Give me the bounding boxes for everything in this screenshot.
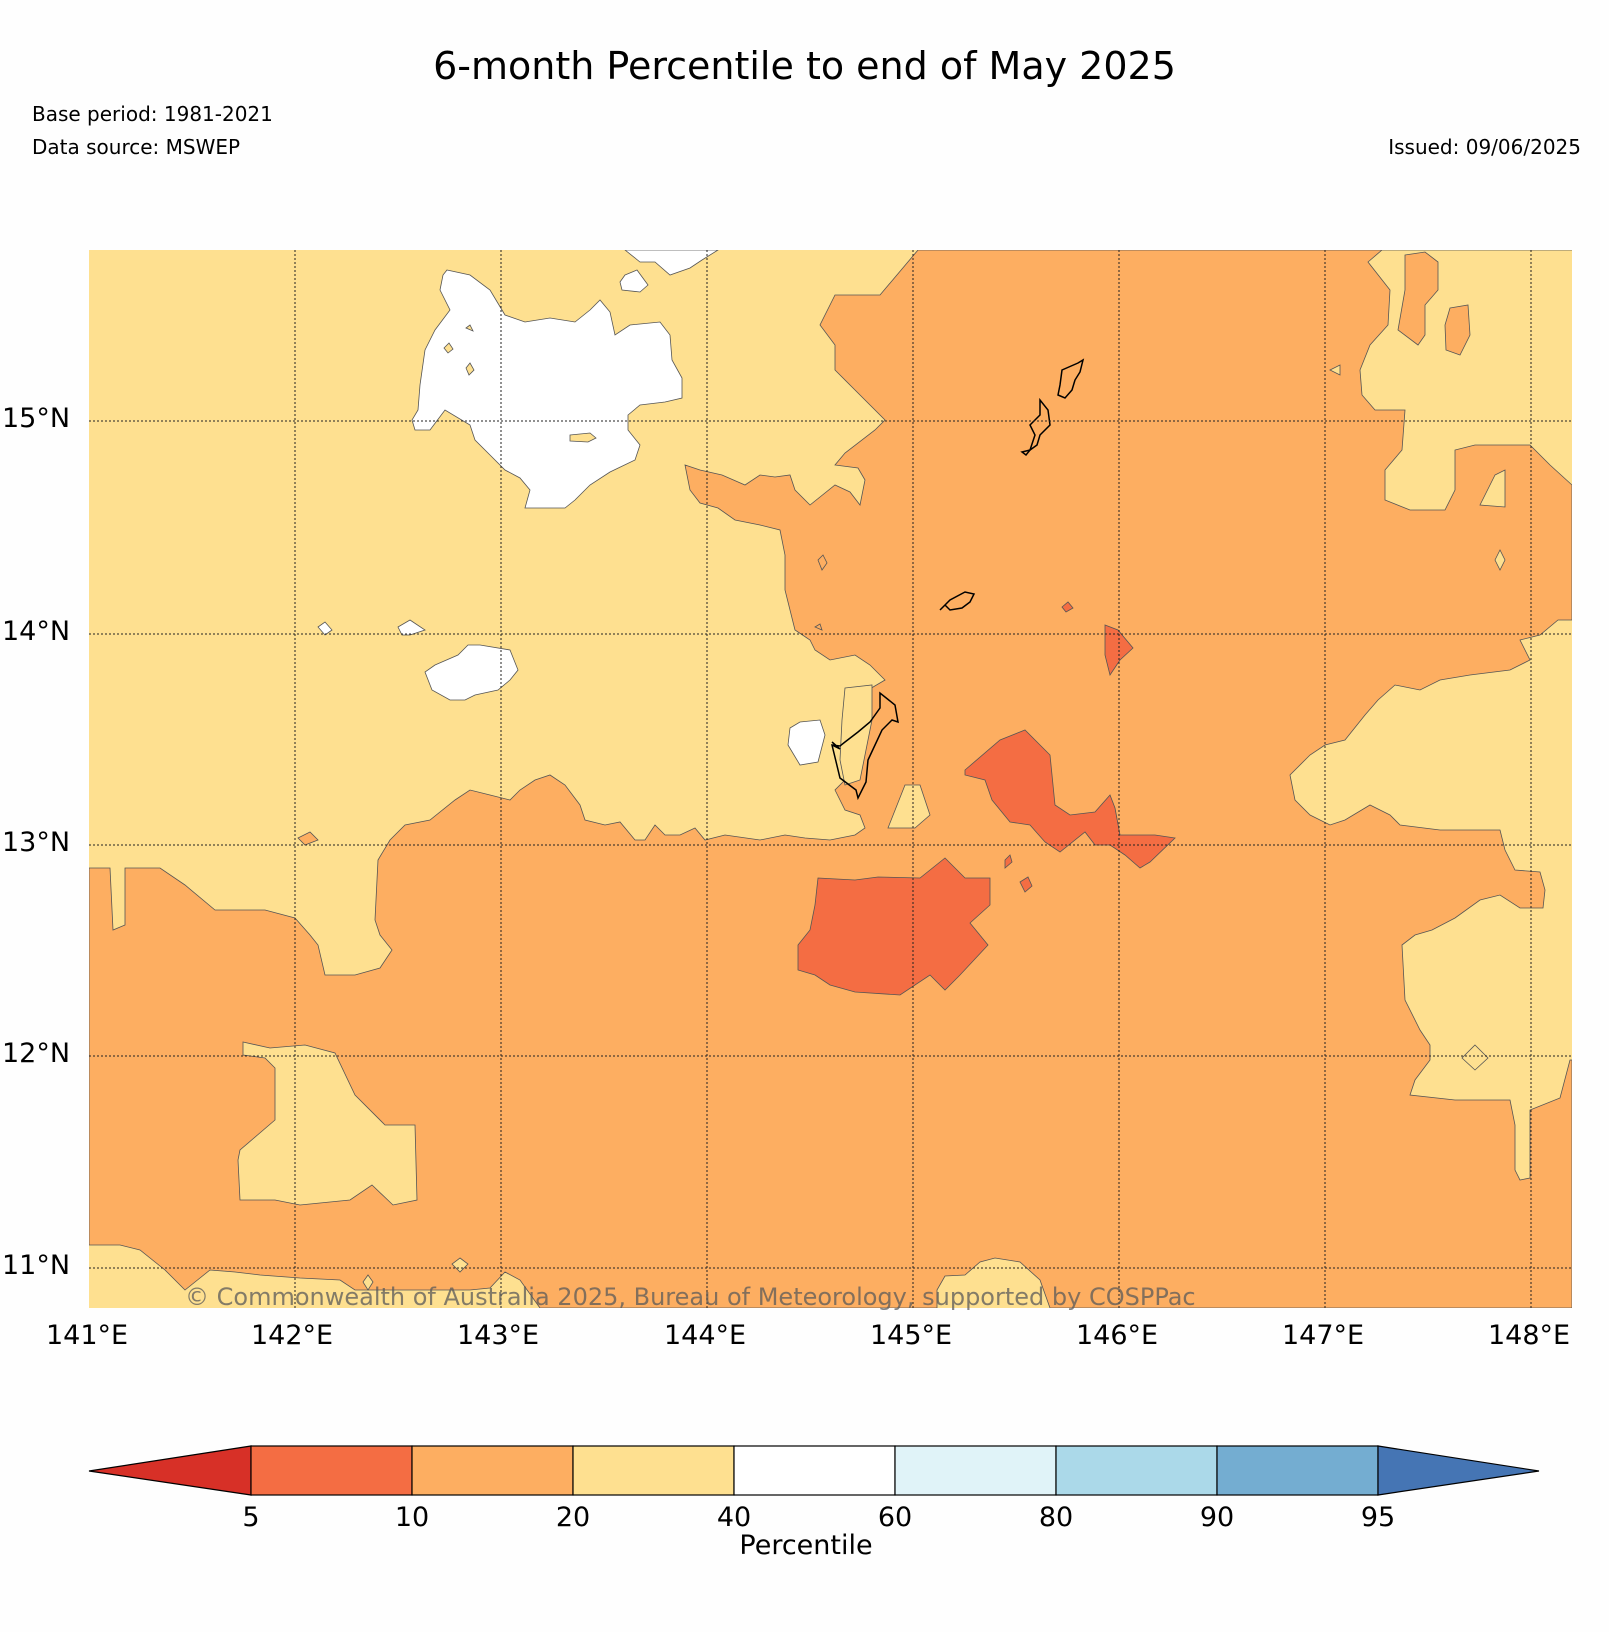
lon-label-141e: 141°E (46, 1320, 129, 1351)
region-10-20-small-3 (297, 831, 319, 846)
region-20-40-small-6 (451, 1257, 469, 1273)
region-10-20-main (89, 250, 1572, 1308)
region-5-10-central (797, 857, 991, 996)
lon-label-143e: 143°E (457, 1320, 540, 1351)
lat-label-11n: 11°N (2, 1250, 71, 1281)
region-5-10-east (964, 729, 1176, 869)
colorbar-tick-90: 90 (1199, 1502, 1235, 1533)
colorbar-bin-90-95 (1216, 1445, 1379, 1496)
region-10-20-small-1 (1397, 251, 1439, 346)
region-5-10-small-1 (1004, 854, 1013, 869)
region-40-60-small-4 (569, 432, 597, 443)
colorbar-tick-80: 80 (1038, 1502, 1074, 1533)
region-20-40-small-1 (887, 784, 931, 829)
coastlines (831, 358, 1085, 801)
map-area (89, 250, 1572, 1308)
region-20-40-small-3 (1479, 469, 1506, 508)
colorbar-title: Percentile (739, 1530, 873, 1561)
base-period-text: Base period: 1981-2021 (32, 102, 273, 126)
region-40-60-small-1 (619, 269, 649, 293)
colorbar-bin-10-20 (411, 1445, 574, 1496)
coastline-aguijan (1020, 448, 1032, 457)
data-source-text: Data source: MSWEP (32, 135, 241, 159)
colorbar-bin-20-40 (572, 1445, 735, 1496)
coastline-saipan (1057, 358, 1085, 399)
region-20-40-southwest (237, 1041, 418, 1206)
region-10-20-small-5 (814, 623, 823, 631)
colorbar-extend-high (1377, 1445, 1540, 1496)
region-40-60-mid (424, 644, 519, 701)
issued-date-text: Issued: 09/06/2025 (1388, 135, 1581, 159)
region-20-40-small-4 (1329, 364, 1341, 376)
lon-label-144e: 144°E (664, 1320, 747, 1351)
region-20-40-guam (839, 684, 873, 786)
region-20-40-small-5 (1494, 549, 1506, 571)
region-10-20-small-2 (1444, 304, 1471, 356)
region-40-60-small-5 (443, 342, 454, 354)
lat-label-15n: 15°N (2, 403, 71, 434)
colorbar-bin-40-60 (733, 1445, 896, 1496)
lon-label-146e: 146°E (1076, 1320, 1159, 1351)
lat-label-12n: 12°N (2, 1038, 71, 1069)
region-40-60-small-3 (317, 621, 333, 636)
colorbar (88, 1445, 1540, 1496)
lon-label-148e: 148°E (1488, 1320, 1571, 1351)
region-20-40-small-2 (1461, 1044, 1489, 1071)
lon-label-142e: 142°E (251, 1320, 334, 1351)
lon-label-147e: 147°E (1282, 1320, 1365, 1351)
colorbar-tick-95: 95 (1360, 1502, 1396, 1533)
coastline-rota (939, 591, 976, 611)
map-title: 6-month Percentile to end of May 2025 (433, 44, 1176, 88)
coastline-guam (831, 691, 899, 801)
region-5-10-small-3 (1061, 601, 1074, 613)
lat-label-14n: 14°N (2, 616, 71, 647)
copyright-notice: © Commonwealth of Australia 2025, Bureau… (185, 1283, 1196, 1311)
graticule (89, 250, 1572, 1308)
region-40-60-north-top (624, 250, 719, 276)
colorbar-extend-low (88, 1445, 252, 1496)
region-20-40-small-7 (362, 1274, 374, 1291)
colorbar-bin-80-90 (1055, 1445, 1218, 1496)
region-40-60-small-7 (465, 324, 474, 332)
lon-label-145e: 145°E (870, 1320, 953, 1351)
colorbar-tick-20: 20 (555, 1502, 591, 1533)
region-40-60-guam-west (787, 719, 826, 766)
colorbar-tick-60: 60 (877, 1502, 913, 1533)
region-40-60-small-6 (465, 362, 475, 376)
colorbar-bin-5-10 (250, 1445, 413, 1496)
lat-label-13n: 13°N (2, 827, 71, 858)
colorbar-tick-5: 5 (242, 1502, 260, 1533)
coastline-tinian (1028, 397, 1051, 452)
colorbar-tick-40: 40 (716, 1502, 752, 1533)
region-40-60-north (411, 269, 683, 509)
region-10-20-small-4 (817, 554, 828, 571)
colorbar-tick-10: 10 (394, 1502, 430, 1533)
colorbar-bin-60-80 (894, 1445, 1057, 1496)
region-5-10-small-2 (1019, 876, 1033, 893)
